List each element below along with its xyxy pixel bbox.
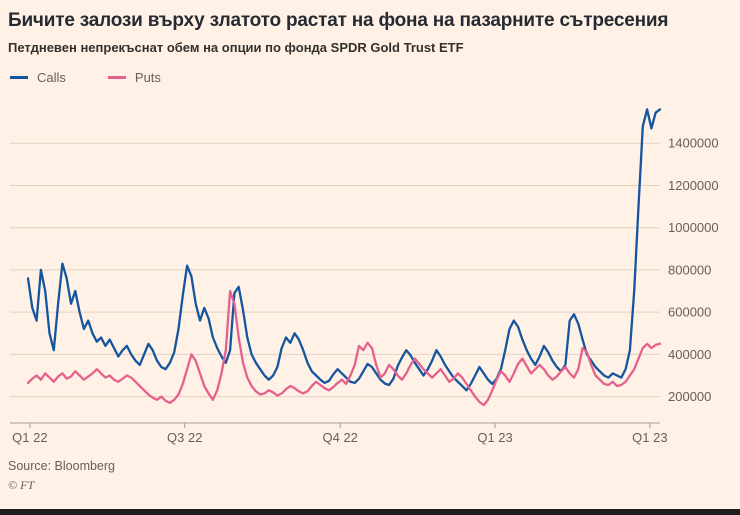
source-note: Source: Bloomberg xyxy=(8,459,116,473)
x-axis-tick-label: Q3 22 xyxy=(167,430,202,445)
series-line-puts xyxy=(26,289,662,407)
chart-subtitle: Петдневен непрекъснат обем на опции по ф… xyxy=(8,40,464,55)
calls-line-swatch xyxy=(10,76,28,79)
puts-line-swatch xyxy=(107,76,126,79)
y-axis-tick-label: 800000 xyxy=(668,262,711,277)
bottom-border-bar xyxy=(0,509,740,515)
x-axis-tick-label: Q4 22 xyxy=(322,430,357,445)
x-axis-tick-label: Q1 23 xyxy=(632,430,667,445)
legend-label-puts: Puts xyxy=(134,70,161,85)
ft-copyright: © FT xyxy=(8,478,35,492)
chart-legend: Calls Puts xyxy=(0,55,740,85)
line-chart-canvas: 200000 400000 600000 800000 1000000 1200000 14… xyxy=(10,108,719,445)
legend-item-puts: Puts xyxy=(107,70,161,85)
legend-item-calls: Calls xyxy=(10,70,66,85)
series-line-calls xyxy=(26,108,662,392)
x-axis-tick-label: Q1 22 xyxy=(12,430,47,445)
y-axis-tick-label: 200000 xyxy=(668,389,711,404)
chart-title: Бичите залози върху златото растат на фо… xyxy=(8,10,669,31)
chart-area: 200000 400000 600000 800000 1000000 1200000 14… xyxy=(0,93,740,451)
y-axis-tick-label: 400000 xyxy=(668,347,711,362)
y-axis-tick-label: 1200000 xyxy=(668,178,719,193)
y-axis-tick-label: 600000 xyxy=(668,305,711,320)
legend-label-calls: Calls xyxy=(37,70,66,85)
y-axis-tick-label: 1400000 xyxy=(668,136,719,151)
x-axis-tick-label: Q1 23 xyxy=(477,430,512,445)
y-axis-tick-label: 1000000 xyxy=(668,220,719,235)
